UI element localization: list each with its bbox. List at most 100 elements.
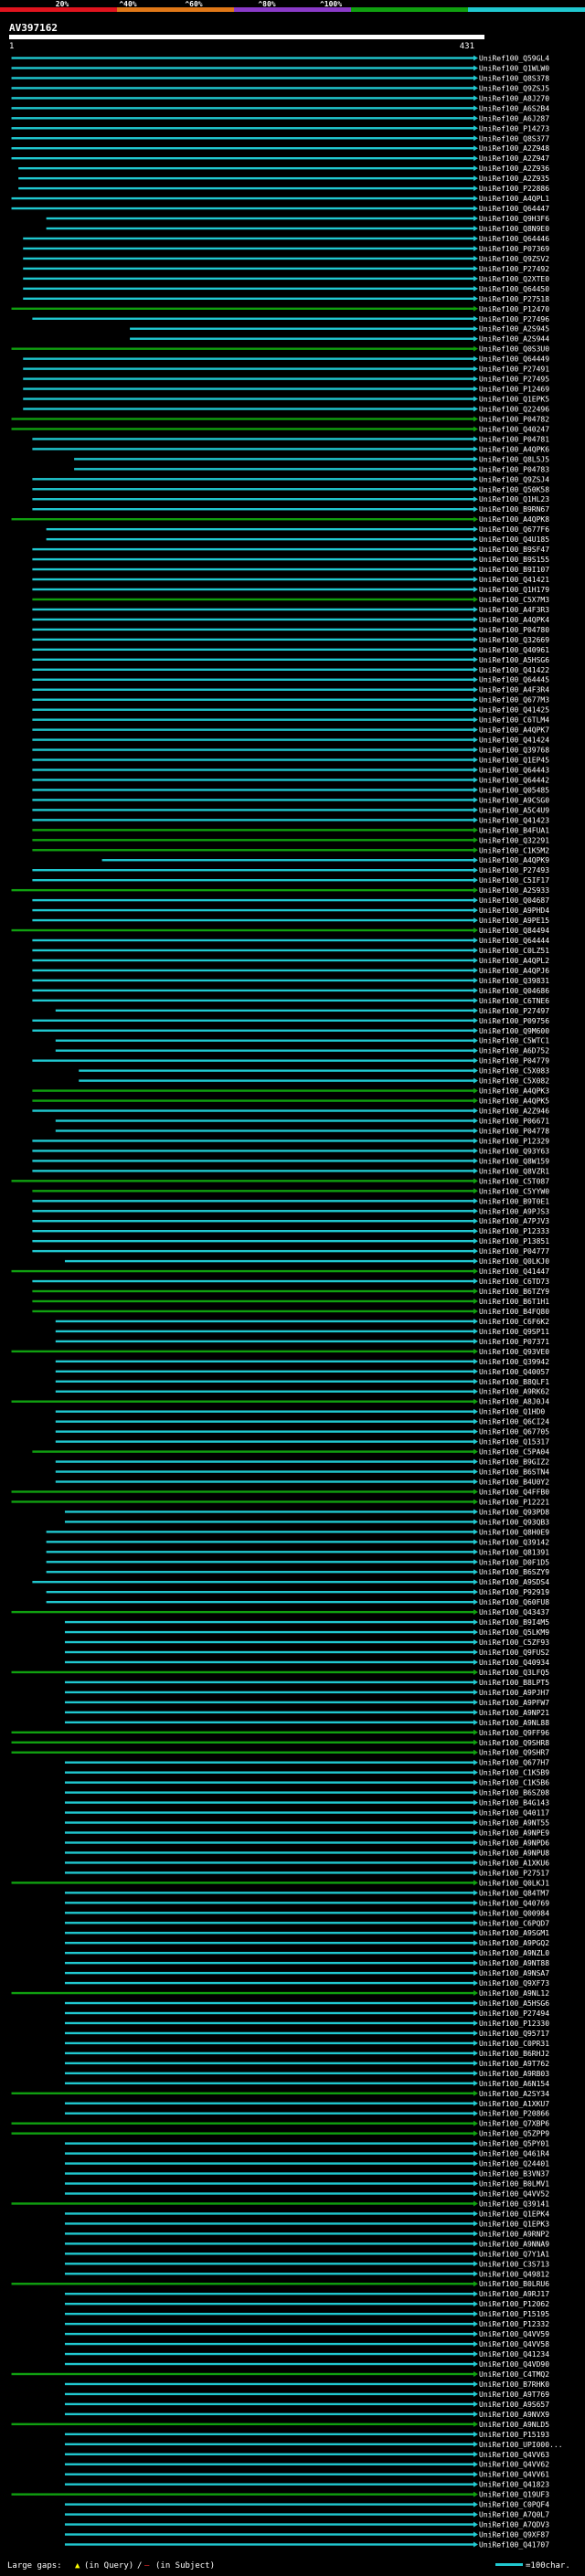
hit-label[interactable]: UniRef100_Q41447 (479, 1267, 549, 1276)
hit-label[interactable]: UniRef100_B9T0E1 (479, 1197, 549, 1205)
hit-label[interactable]: UniRef100_A9NT88 (479, 1959, 549, 1967)
hit-label[interactable]: UniRef100_A9SGM1 (479, 1929, 549, 1937)
hit-label[interactable]: UniRef100_Q8VZR1 (479, 1167, 549, 1175)
hit-label[interactable]: UniRef100_A6S2B4 (479, 104, 549, 112)
hit-label[interactable]: UniRef100_Q677F6 (479, 525, 549, 534)
hit-label[interactable]: UniRef100_Q9XF87 (479, 2531, 549, 2539)
hit-label[interactable]: UniRef100_Q4VV61 (479, 2471, 549, 2479)
hit-label[interactable]: UniRef100_Q84494 (479, 927, 549, 935)
hit-label[interactable]: UniRef100_A9NL88 (479, 1719, 549, 1727)
hit-label[interactable]: UniRef100_A2S945 (479, 325, 549, 334)
hit-label[interactable]: UniRef100_P22886 (479, 185, 549, 193)
hit-label[interactable]: UniRef100_A1XKU7 (479, 2100, 549, 2108)
hit-label[interactable]: UniRef100_A9NLD5 (479, 2421, 549, 2429)
hit-label[interactable]: UniRef100_A9NP21 (479, 1709, 549, 1717)
hit-label[interactable]: UniRef100_P12221 (479, 1498, 549, 1506)
hit-label[interactable]: UniRef100_Q93QB3 (479, 1518, 549, 1526)
hit-label[interactable]: UniRef100_B9SF47 (479, 546, 549, 554)
hit-label[interactable]: UniRef100_Q6CI24 (479, 1418, 549, 1426)
hit-label[interactable]: UniRef100_Q40057 (479, 1368, 549, 1376)
hit-label[interactable]: UniRef100_Q41421 (479, 576, 549, 584)
hit-label[interactable]: UniRef100_P12332 (479, 2320, 549, 2328)
hit-label[interactable]: UniRef100_C5IF17 (479, 876, 549, 885)
hit-label[interactable]: UniRef100_Q19UF3 (479, 2491, 549, 2499)
hit-label[interactable]: UniRef100_Q81391 (479, 1548, 549, 1556)
hit-label[interactable]: UniRef100_C6TD73 (479, 1277, 549, 1286)
hit-label[interactable]: UniRef100_Q5ZPP9 (479, 2130, 549, 2138)
hit-label[interactable]: UniRef100_P07369 (479, 245, 549, 253)
hit-label[interactable]: UniRef100_C0LZ51 (479, 947, 549, 955)
hit-label[interactable]: UniRef100_B9I107 (479, 566, 549, 574)
hit-label[interactable]: UniRef100_Q39142 (479, 1538, 549, 1546)
hit-label[interactable]: UniRef100_Q2XTE0 (479, 275, 549, 283)
hit-label[interactable]: UniRef100_Q3LFQ5 (479, 1669, 549, 1677)
hit-label[interactable]: UniRef100_A9NSA7 (479, 1969, 549, 1977)
hit-label[interactable]: UniRef100_C5T087 (479, 1177, 549, 1185)
hit-label[interactable]: UniRef100_Q93Y63 (479, 1147, 549, 1155)
hit-label[interactable]: UniRef100_Q1EPK5 (479, 396, 549, 404)
hit-label[interactable]: UniRef100_A8J0J4 (479, 1398, 549, 1406)
hit-label[interactable]: UniRef100_Q64442 (479, 776, 549, 784)
hit-label[interactable]: UniRef100_Q64446 (479, 235, 549, 243)
hit-label[interactable]: UniRef100_B6STN4 (479, 1468, 549, 1477)
hit-label[interactable]: UniRef100_C5PA04 (479, 1448, 549, 1457)
hit-label[interactable]: UniRef100_P27495 (479, 376, 549, 384)
hit-label[interactable]: UniRef100_Q67705 (479, 1428, 549, 1436)
hit-label[interactable]: UniRef100_Q64450 (479, 285, 549, 293)
hit-label[interactable]: UniRef100_A9NT55 (479, 1819, 549, 1828)
hit-label[interactable]: UniRef100_Q39768 (479, 747, 549, 755)
hit-label[interactable]: UniRef100_C6F6K2 (479, 1318, 549, 1326)
hit-label[interactable]: UniRef100_P04780 (479, 626, 549, 634)
hit-label[interactable]: UniRef100_Q4VV62 (479, 2461, 549, 2469)
hit-label[interactable]: UniRef100_Q05485 (479, 786, 549, 794)
hit-label[interactable]: UniRef100_Q9SHR8 (479, 1739, 549, 1747)
hit-label[interactable]: UniRef100_Q41423 (479, 816, 549, 824)
hit-label[interactable]: UniRef100_Q1EPK3 (479, 2220, 549, 2228)
hit-label[interactable]: UniRef100_B6T1H1 (479, 1298, 549, 1306)
hit-label[interactable]: UniRef100_Q9ZSJ5 (479, 84, 549, 92)
hit-label[interactable]: UniRef100_A4QPK5 (479, 1097, 549, 1106)
hit-label[interactable]: UniRef100_Q677M3 (479, 696, 549, 705)
hit-label[interactable]: UniRef100_A2S944 (479, 335, 549, 344)
hit-label[interactable]: UniRef100_Q1HD0 (479, 1408, 545, 1416)
hit-label[interactable]: UniRef100_Q39831 (479, 977, 549, 985)
hit-label[interactable]: UniRef100_P04782 (479, 415, 549, 423)
hit-label[interactable]: UniRef100_Q50K58 (479, 485, 549, 493)
hit-label[interactable]: UniRef100_Q59GL4 (479, 54, 549, 62)
hit-label[interactable]: UniRef100_P14273 (479, 124, 549, 133)
hit-label[interactable]: UniRef100_A4QPJ6 (479, 967, 549, 975)
hit-label[interactable]: UniRef100_A5C4U9 (479, 806, 549, 814)
hit-label[interactable]: UniRef100_Q32669 (479, 636, 549, 644)
hit-label[interactable]: UniRef100_A9PE15 (479, 917, 549, 925)
hit-label[interactable]: UniRef100_UPI000... (479, 2441, 563, 2449)
hit-label[interactable]: UniRef100_A9NZL0 (479, 1949, 549, 1957)
hit-label[interactable]: UniRef100_A9NPE9 (479, 1829, 549, 1838)
hit-label[interactable]: UniRef100_P92919 (479, 1588, 549, 1596)
hit-label[interactable]: UniRef100_B3VN37 (479, 2170, 549, 2178)
hit-label[interactable]: UniRef100_P12470 (479, 305, 549, 313)
hit-label[interactable]: UniRef100_B4FQ80 (479, 1308, 549, 1316)
hit-label[interactable]: UniRef100_Q9ZSJ4 (479, 475, 549, 483)
hit-label[interactable]: UniRef100_A6D752 (479, 1047, 549, 1055)
hit-label[interactable]: UniRef100_A5HSG6 (479, 656, 549, 664)
hit-label[interactable]: UniRef100_B6RHJ2 (479, 2050, 549, 2058)
hit-label[interactable]: UniRef100_A9RK62 (479, 1388, 549, 1396)
hit-label[interactable]: UniRef100_A9PJH7 (479, 1689, 549, 1697)
hit-label[interactable]: UniRef100_B4G143 (479, 1799, 549, 1807)
hit-label[interactable]: UniRef100_Q40961 (479, 646, 549, 654)
hit-label[interactable]: UniRef100_Q49812 (479, 2270, 549, 2278)
hit-label[interactable]: UniRef100_Q0LKJ0 (479, 1257, 549, 1266)
hit-label[interactable]: UniRef100_P09756 (479, 1017, 549, 1025)
hit-label[interactable]: UniRef100_A2Z936 (479, 164, 549, 173)
hit-label[interactable]: UniRef100_Q4VV63 (479, 2451, 549, 2459)
hit-label[interactable]: UniRef100_Q7XBP6 (479, 2120, 549, 2128)
hit-label[interactable]: UniRef100_A9PHD4 (479, 906, 549, 915)
hit-label[interactable]: UniRef100_Q40769 (479, 1899, 549, 1907)
hit-label[interactable]: UniRef100_A9NL12 (479, 1989, 549, 1998)
hit-label[interactable]: UniRef100_P04783 (479, 465, 549, 473)
hit-label[interactable]: UniRef100_P27518 (479, 295, 549, 303)
hit-label[interactable]: UniRef100_A4QPK4 (479, 616, 549, 624)
hit-label[interactable]: UniRef100_B4FUA1 (479, 826, 549, 834)
hit-label[interactable]: UniRef100_Q9FF96 (479, 1729, 549, 1737)
hit-label[interactable]: UniRef100_A2Z946 (479, 1108, 549, 1116)
